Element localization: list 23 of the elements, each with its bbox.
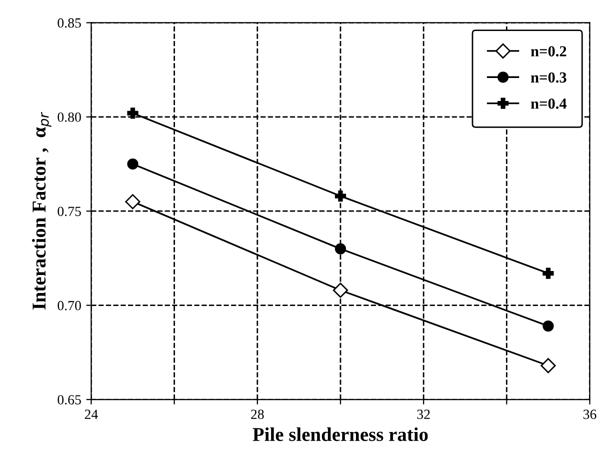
y-tick-label: 0.85 xyxy=(58,18,81,28)
point xyxy=(127,158,138,170)
point xyxy=(334,190,346,202)
x-tick-label: 28 xyxy=(251,410,264,420)
x-tick-label: 24 xyxy=(84,410,98,419)
legend-label: n=0.3 xyxy=(530,72,566,83)
legend-label: n=0.4 xyxy=(530,98,567,109)
y-tick-label: 0.65 xyxy=(58,395,81,405)
x-tick-label: 36 xyxy=(583,410,596,420)
y-tick-label: 0.80 xyxy=(58,112,81,122)
y-tick-label: 0.70 xyxy=(58,300,81,310)
y-axis-title: Interaction Factor , α$_{pr}$ xyxy=(32,112,52,310)
point xyxy=(334,243,346,254)
point xyxy=(127,108,138,119)
y-tick-label: 0.75 xyxy=(58,206,81,216)
x-axis-title: Pile slenderness ratio xyxy=(252,427,428,442)
point xyxy=(542,320,554,332)
point xyxy=(542,268,554,279)
point xyxy=(125,194,140,210)
point xyxy=(540,358,556,374)
legend-label: n=0.2 xyxy=(530,46,566,57)
point xyxy=(332,282,348,298)
x-tick-label: 32 xyxy=(417,410,430,420)
